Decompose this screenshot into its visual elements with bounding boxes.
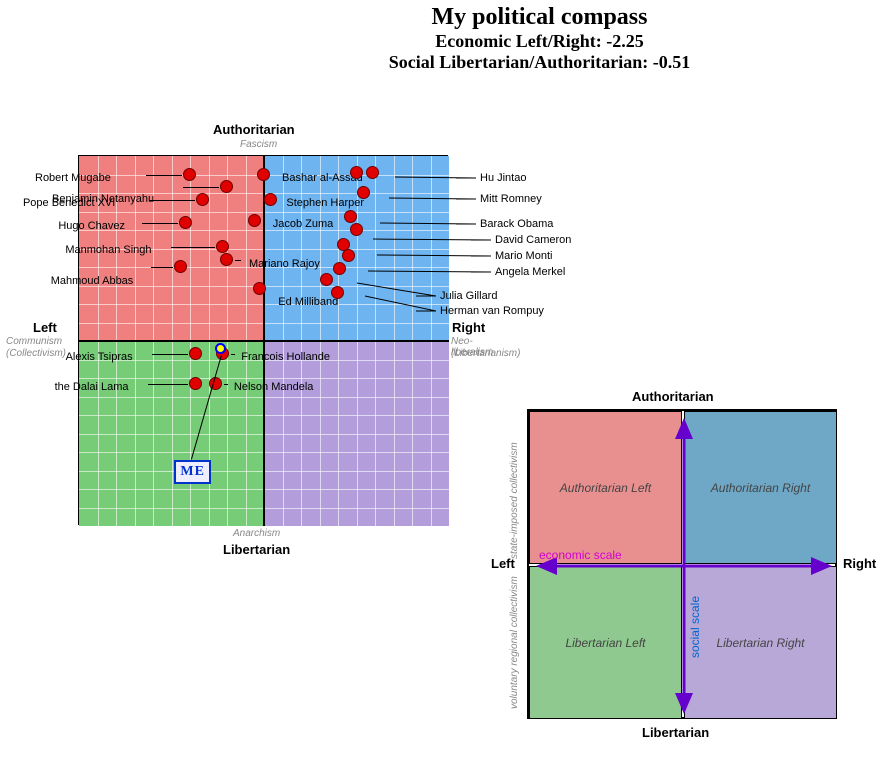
main-compass-chart: Robert MugabeBenjamin NetanyahuPope Bene… (78, 155, 448, 525)
mini-label: Libertarian (642, 725, 709, 740)
data-point (257, 168, 270, 181)
point-label: Herman van Rompuy (440, 305, 544, 317)
data-point (179, 216, 192, 229)
data-point (189, 377, 202, 390)
data-point (350, 223, 363, 236)
point-label: the Dalai Lama (55, 381, 129, 393)
data-point (342, 249, 355, 262)
point-label: Hu Jintao (480, 172, 526, 184)
point-label: Pope Benedict XVI (23, 197, 115, 209)
data-point (344, 210, 357, 223)
subtitle-social: Social Libertarian/Authoritarian: -0.51 (190, 52, 889, 73)
me-label: ME (174, 460, 211, 484)
page-title: My political compass (190, 4, 889, 31)
point-label: Manmohan Singh (65, 244, 151, 256)
mini-label: Authoritarian (632, 389, 714, 404)
data-point (189, 347, 202, 360)
subtitle-econ: Economic Left/Right: -2.25 (190, 31, 889, 52)
point-label: Mitt Romney (480, 193, 542, 205)
label: Right (452, 320, 485, 335)
label: (Collectivism) (6, 348, 66, 359)
point-label: Barack Obama (480, 218, 553, 230)
point-label: Mario Monti (495, 250, 552, 262)
point-label: Stephen Harper (286, 197, 364, 209)
data-point (183, 168, 196, 181)
point-label: Francois Hollande (241, 351, 330, 363)
data-point (216, 240, 229, 253)
point-label: Robert Mugabe (35, 172, 111, 184)
label: Fascism (240, 139, 277, 150)
data-point (331, 286, 344, 299)
point-label: Mariano Rajoy (249, 258, 320, 270)
point-label: Angela Merkel (495, 266, 565, 278)
data-point (350, 166, 363, 179)
point-label: Jacob Zuma (273, 218, 334, 230)
data-point (357, 186, 370, 199)
social-scale-label: social scale (688, 596, 702, 658)
mini-label: Right (843, 556, 876, 571)
point-label: Alexis Tsipras (66, 351, 133, 363)
mini-quadrant-bl: Libertarian Left (529, 566, 682, 719)
point-label: Julia Gillard (440, 290, 497, 302)
data-point (366, 166, 379, 179)
mini-vtext-top: state-imposed collectivism (509, 419, 520, 559)
label: Communism (6, 336, 62, 347)
header-block: My political compass Economic Left/Right… (190, 0, 889, 73)
data-point (174, 260, 187, 273)
data-point (320, 273, 333, 286)
mini-vtext-bottom: voluntary regional collectivism (509, 569, 520, 709)
point-label: Ed Milliband (278, 296, 338, 308)
label: Anarchism (233, 528, 280, 539)
data-point (220, 253, 233, 266)
economic-scale-label: economic scale (539, 548, 622, 562)
label: (Libertarianism) (451, 348, 520, 359)
label: Authoritarian (213, 122, 295, 137)
label: Libertarian (223, 542, 290, 557)
label: Left (33, 320, 57, 335)
point-label: David Cameron (495, 234, 571, 246)
point-label: Nelson Mandela (234, 381, 314, 393)
mini-quadrant-tr: Authoritarian Right (684, 411, 837, 564)
mini-quadrant-tl: Authoritarian Left (529, 411, 682, 564)
point-label: Mahmoud Abbas (51, 275, 134, 287)
mini-quadrant-br: Libertarian Right (684, 566, 837, 719)
point-label: Hugo Chavez (58, 220, 125, 232)
mini-compass-chart: Authoritarian LeftAuthoritarian RightLib… (527, 409, 837, 719)
data-point (248, 214, 261, 227)
data-point (333, 262, 346, 275)
data-point (209, 377, 222, 390)
